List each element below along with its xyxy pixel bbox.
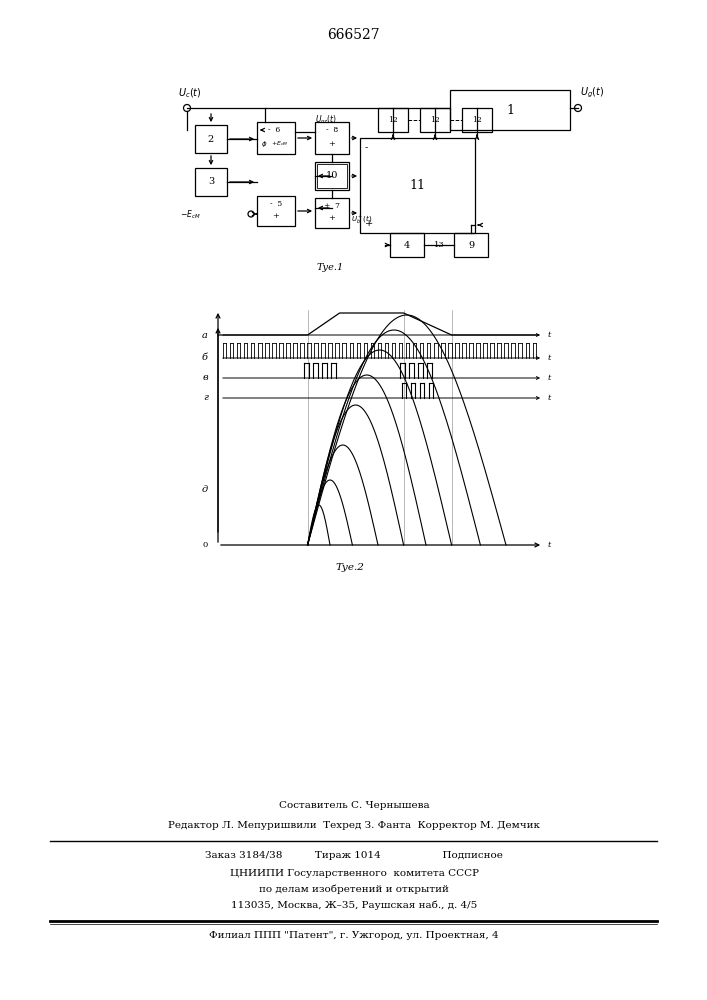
Text: Редактор Л. Мепуришвили  Техред З. Фанта  Корректор М. Демчик: Редактор Л. Мепуришвили Техред З. Фанта …	[168, 820, 540, 830]
Text: $\phi$: $\phi$	[261, 139, 267, 149]
Text: $+E_{cM}$: $+E_{cM}$	[271, 140, 288, 148]
Text: Заказ 3184/38          Тираж 1014                   Подписное: Заказ 3184/38 Тираж 1014 Подписное	[205, 850, 503, 859]
Bar	[195, 168, 227, 196]
Text: $U_b^+(t)$: $U_b^+(t)$	[351, 214, 373, 226]
Text: t: t	[548, 354, 551, 362]
Text: по делам изобретений и открытий: по делам изобретений и открытий	[259, 884, 449, 894]
Text: -  5: - 5	[270, 200, 282, 208]
Text: +: +	[329, 214, 335, 222]
Text: а: а	[202, 330, 208, 340]
Text: t: t	[548, 394, 551, 402]
Text: Составитель С. Чернышева: Составитель С. Чернышева	[279, 800, 429, 810]
Bar	[390, 233, 424, 257]
Text: Τуе.1: Τуе.1	[316, 263, 344, 272]
Bar	[454, 233, 488, 257]
Text: -  8: - 8	[326, 126, 338, 134]
Text: $-E_{cM}$: $-E_{cM}$	[180, 209, 201, 221]
Text: 12: 12	[472, 116, 482, 124]
Bar	[315, 162, 349, 190]
Text: 11: 11	[409, 179, 426, 192]
Text: 666527: 666527	[327, 28, 380, 42]
Text: t: t	[548, 541, 551, 549]
Text: $U_g(t)$: $U_g(t)$	[580, 86, 604, 100]
Text: г: г	[203, 393, 208, 402]
Bar	[195, 125, 227, 153]
Bar	[462, 108, 492, 132]
Text: +: +	[329, 140, 335, 148]
Text: 113035, Москва, Ж–35, Раушская наб., д. 4/5: 113035, Москва, Ж–35, Раушская наб., д. …	[231, 900, 477, 910]
Bar	[420, 108, 450, 132]
Text: 2: 2	[208, 134, 214, 143]
Bar	[315, 198, 349, 228]
Text: 10: 10	[326, 172, 338, 180]
Text: в: в	[202, 373, 208, 382]
Bar	[450, 90, 570, 130]
Text: +: +	[273, 212, 279, 220]
Text: $U_{oz}(t)$: $U_{oz}(t)$	[315, 114, 337, 126]
Text: Филиал ППП "Патент", г. Ужгород, ул. Проектная, 4: Филиал ППП "Патент", г. Ужгород, ул. Про…	[209, 930, 499, 940]
Bar	[257, 122, 295, 154]
Text: б: б	[202, 354, 208, 362]
Bar	[317, 164, 347, 188]
Text: 3: 3	[208, 178, 214, 186]
Bar	[378, 108, 408, 132]
Text: 1: 1	[506, 104, 514, 116]
Bar	[360, 138, 475, 233]
Text: t: t	[548, 374, 551, 382]
Text: д: д	[202, 486, 208, 494]
Text: +  7: + 7	[324, 202, 340, 210]
Text: 12: 12	[430, 116, 440, 124]
Text: ЦНИИПИ Госуларственного  комитета СССР: ЦНИИПИ Госуларственного комитета СССР	[230, 868, 479, 878]
Text: 0: 0	[203, 541, 208, 549]
Text: -  6: - 6	[268, 126, 280, 134]
Text: $U_c(t)$: $U_c(t)$	[178, 86, 201, 100]
Text: -: -	[365, 143, 368, 152]
Text: +: +	[365, 219, 373, 228]
Text: Τуе.2: Τуе.2	[336, 564, 364, 572]
Text: 4: 4	[404, 240, 410, 249]
Bar	[257, 196, 295, 226]
Bar	[315, 122, 349, 154]
Text: 9: 9	[468, 240, 474, 249]
Text: t: t	[548, 331, 551, 339]
Text: 12: 12	[388, 116, 398, 124]
Text: 13: 13	[433, 241, 445, 249]
